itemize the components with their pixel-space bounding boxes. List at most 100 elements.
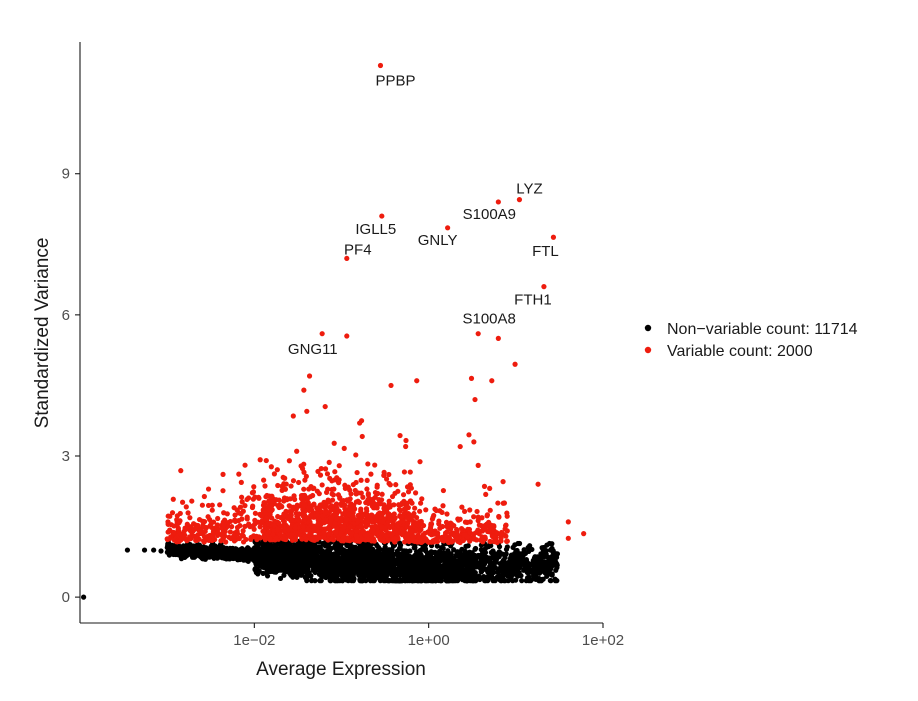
variable-point bbox=[300, 499, 306, 505]
variable-point bbox=[239, 532, 245, 538]
variable-point bbox=[408, 528, 415, 534]
variable-point bbox=[484, 512, 491, 518]
variable-point bbox=[467, 507, 473, 513]
non-variable-point bbox=[342, 569, 349, 575]
variable-point bbox=[238, 479, 244, 485]
non-variable-point bbox=[400, 577, 406, 583]
variable-point bbox=[276, 497, 282, 503]
variable-point bbox=[301, 492, 308, 498]
non-variable-point bbox=[412, 557, 418, 563]
non-variable-point bbox=[479, 549, 486, 555]
non-variable-point bbox=[124, 547, 131, 553]
non-variable-point bbox=[493, 555, 500, 562]
non-variable-point bbox=[306, 552, 312, 558]
non-variable-point bbox=[141, 547, 148, 553]
non-variable-point bbox=[498, 578, 505, 584]
variable-point bbox=[278, 514, 284, 521]
variable-point bbox=[322, 510, 328, 516]
non-variable-point bbox=[509, 578, 516, 584]
variable-point bbox=[205, 502, 212, 509]
variable-point bbox=[183, 504, 189, 510]
variable-point bbox=[389, 493, 396, 500]
variable-point bbox=[299, 465, 306, 472]
non-variable-point bbox=[363, 578, 369, 584]
variable-point bbox=[279, 483, 285, 489]
non-variable-point bbox=[319, 573, 325, 579]
y-tick-label: 6 bbox=[62, 307, 70, 324]
variable-point bbox=[229, 524, 235, 530]
variable-point bbox=[495, 500, 501, 506]
variable-point bbox=[419, 496, 425, 502]
variable-point bbox=[400, 492, 407, 498]
variable-point bbox=[388, 382, 394, 389]
variable-point bbox=[437, 508, 443, 514]
non-variable-point bbox=[537, 569, 543, 576]
variable-point bbox=[333, 530, 339, 536]
variable-point bbox=[341, 524, 347, 530]
non-variable-point bbox=[348, 548, 354, 554]
non-variable-point bbox=[405, 578, 411, 584]
variable-point bbox=[244, 516, 250, 522]
variable-point bbox=[271, 522, 277, 529]
non-variable-point bbox=[370, 553, 376, 559]
non-variable-point bbox=[258, 557, 264, 564]
x-tick-label: 1e+02 bbox=[582, 632, 624, 649]
variable-point bbox=[502, 526, 508, 532]
variable-point bbox=[379, 524, 385, 530]
variable-point bbox=[217, 502, 223, 508]
variable-point bbox=[315, 528, 321, 535]
variable-point bbox=[364, 532, 370, 539]
variable-point bbox=[358, 508, 364, 514]
non-variable-point bbox=[344, 555, 350, 561]
non-variable-point bbox=[206, 548, 213, 554]
non-variable-point bbox=[438, 578, 444, 584]
variable-point bbox=[238, 494, 245, 500]
variable-point bbox=[355, 518, 361, 524]
variable-point bbox=[360, 494, 366, 500]
non-variable-point bbox=[547, 571, 554, 577]
variable-point bbox=[331, 523, 337, 529]
variable-point bbox=[287, 496, 293, 502]
non-variable-point bbox=[402, 550, 408, 556]
variable-point bbox=[414, 378, 420, 384]
variable-point bbox=[317, 472, 324, 478]
variable-point bbox=[324, 471, 331, 477]
variable-point bbox=[267, 536, 273, 542]
variable-point bbox=[377, 62, 384, 69]
non-variable-point bbox=[444, 578, 450, 584]
variable-point bbox=[475, 514, 481, 520]
variable-point bbox=[365, 518, 371, 524]
variable-point bbox=[399, 513, 405, 519]
variable-point bbox=[418, 526, 424, 533]
variable-point bbox=[301, 387, 307, 393]
non-variable-point bbox=[253, 565, 259, 572]
variable-point bbox=[262, 483, 268, 489]
non-variable-point bbox=[425, 551, 431, 558]
non-variable-point bbox=[550, 553, 556, 559]
non-variable-point bbox=[398, 551, 404, 557]
variable-point bbox=[326, 499, 332, 505]
variable-point bbox=[346, 506, 352, 512]
variable-point bbox=[535, 481, 541, 487]
gene-label: PF4 bbox=[344, 241, 372, 258]
non-variable-point bbox=[519, 578, 525, 584]
variable-point bbox=[472, 396, 478, 403]
non-variable-point bbox=[339, 558, 345, 564]
variable-point bbox=[460, 537, 466, 544]
non-variable-point bbox=[357, 562, 363, 569]
variable-point bbox=[273, 535, 279, 541]
non-variable-point bbox=[547, 547, 554, 553]
non-variable-point bbox=[277, 575, 284, 582]
non-variable-point bbox=[381, 546, 388, 552]
variable-point bbox=[414, 520, 420, 527]
variable-point bbox=[296, 518, 303, 524]
variable-point bbox=[383, 476, 390, 482]
variable-point bbox=[209, 507, 215, 513]
variable-point bbox=[169, 510, 176, 516]
variable-point bbox=[389, 522, 396, 529]
variable-point bbox=[175, 527, 181, 533]
non-variable-point bbox=[366, 569, 372, 575]
non-variable-point bbox=[453, 566, 459, 573]
variable-point bbox=[269, 493, 275, 499]
non-variable-point bbox=[319, 557, 325, 563]
